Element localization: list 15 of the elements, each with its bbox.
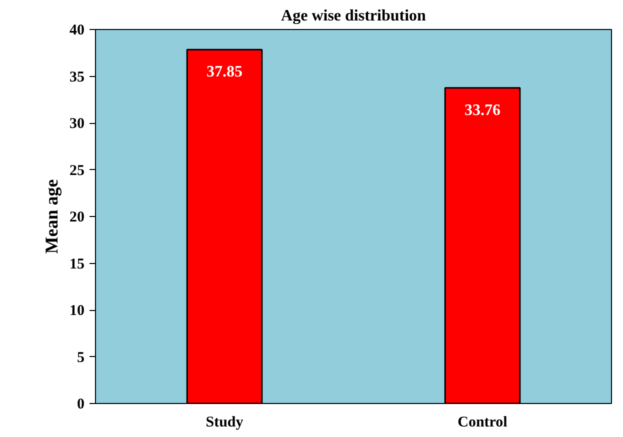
y-tick-label: 35 — [70, 69, 84, 86]
y-tick-label: 15 — [70, 256, 84, 272]
x-tick-label: Control — [458, 414, 508, 430]
y-tick-label: 20 — [70, 210, 84, 226]
y-tick-label: 10 — [70, 303, 84, 319]
y-tick-label: 5 — [77, 350, 84, 366]
y-axis-title: Mean age — [42, 179, 62, 254]
y-tick-label: 0 — [77, 396, 84, 412]
y-tick-label: 30 — [70, 116, 84, 132]
chart-title: Age wise distribution — [281, 8, 426, 24]
y-tick-label: 25 — [70, 162, 84, 179]
y-tick-label: 40 — [70, 22, 84, 38]
x-tick-label: Study — [206, 414, 244, 430]
data-label: 33.76 — [464, 102, 500, 119]
data-label: 37.85 — [206, 64, 242, 81]
